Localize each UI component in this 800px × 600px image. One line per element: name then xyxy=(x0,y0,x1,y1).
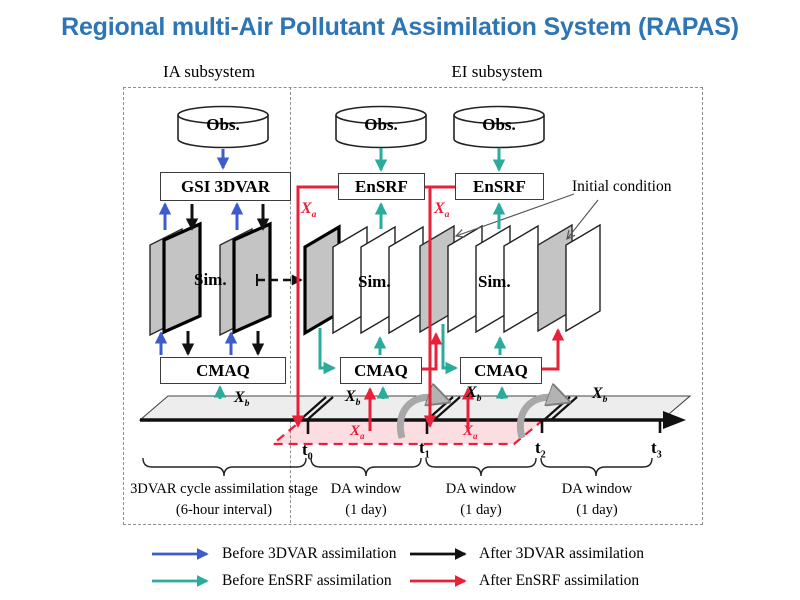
stage-braces xyxy=(142,457,653,477)
cmaq-box: CMAQ xyxy=(340,357,422,384)
ei-planes-window3 xyxy=(537,223,601,333)
after-3dvar-arrows xyxy=(181,204,270,356)
obs-cylinder-label: Obs. xyxy=(206,115,240,134)
t1-label: t1 xyxy=(419,438,430,461)
xa-label: Xa xyxy=(463,423,478,441)
ia-planes xyxy=(149,221,272,337)
sim-label: Sim. xyxy=(478,272,511,291)
xb-label: Xb xyxy=(466,384,482,405)
legend-label: Before 3DVAR assimilation xyxy=(222,545,397,562)
stage-line2: (1 day) xyxy=(345,502,387,519)
after-ensrf-arrows xyxy=(291,185,565,431)
ensrf-box: EnSRF xyxy=(338,173,425,200)
before-ensrf-arrows xyxy=(213,148,509,399)
stage-label-da1: DA window (1 day) xyxy=(310,479,422,521)
stage-line2: (1 day) xyxy=(460,502,502,519)
initial-condition-pointers xyxy=(454,193,599,241)
obs-cylinder-label: Obs. xyxy=(482,115,516,134)
page-title: Regional multi-Air Pollutant Assimilatio… xyxy=(61,13,739,41)
sim-label: Sim. xyxy=(358,272,391,291)
legend-label: Before EnSRF assimilation xyxy=(222,572,392,589)
cmaq-box: CMAQ xyxy=(160,357,286,384)
subsystem-coupling-arrow xyxy=(256,274,303,286)
ia-subsystem-label: IA subsystem xyxy=(162,62,256,81)
initial-condition-label: Initial condition xyxy=(572,178,672,195)
obs-cylinder-label: Obs. xyxy=(364,115,398,134)
sim-label: Sim. xyxy=(194,270,227,289)
xa-label: Xa xyxy=(434,200,450,221)
xa-label: Xa xyxy=(301,200,317,221)
ensrf-box: EnSRF xyxy=(455,173,544,200)
before-3dvar-arrows xyxy=(154,149,244,355)
cycle-curved-arrows xyxy=(396,397,564,439)
t2-label: t2 xyxy=(535,438,546,461)
stage-line1: 3DVAR cycle assimilation stage xyxy=(130,481,318,497)
xb-label: Xb xyxy=(592,385,608,406)
t3-label: t3 xyxy=(651,438,662,461)
t0-label: t0 xyxy=(302,440,313,463)
stage-line2: (1 day) xyxy=(576,502,618,519)
analysis-region xyxy=(269,418,547,446)
stage-line1: DA window xyxy=(330,481,402,497)
stage-line1: DA window xyxy=(561,481,633,497)
obs-cylinders xyxy=(177,105,545,149)
ei-planes-window1 xyxy=(303,224,424,336)
stage-label-da2: DA window (1 day) xyxy=(425,479,537,521)
ei-subsystem-label: EI subsystem xyxy=(451,62,543,81)
outer-dashed-frame xyxy=(123,87,703,525)
xb-label: Xb xyxy=(345,388,361,409)
gsi-3dvar-box: GSI 3DVAR xyxy=(160,172,291,201)
xa-label: Xa xyxy=(350,423,365,441)
cmaq-box: CMAQ xyxy=(460,357,542,384)
stage-line1: DA window xyxy=(445,481,517,497)
stage-line2: (6-hour interval) xyxy=(175,502,273,519)
legend-arrow-icons xyxy=(152,548,467,587)
subsystem-divider xyxy=(290,87,291,523)
stage-label-3dvar: 3DVAR cycle assimilation stage (6-hour i… xyxy=(122,479,326,521)
stage-label-da3: DA window (1 day) xyxy=(540,479,654,521)
legend-label: After 3DVAR assimilation xyxy=(479,545,645,562)
xb-label: Xb xyxy=(234,389,250,410)
legend-label: After EnSRF assimilation xyxy=(479,572,640,589)
